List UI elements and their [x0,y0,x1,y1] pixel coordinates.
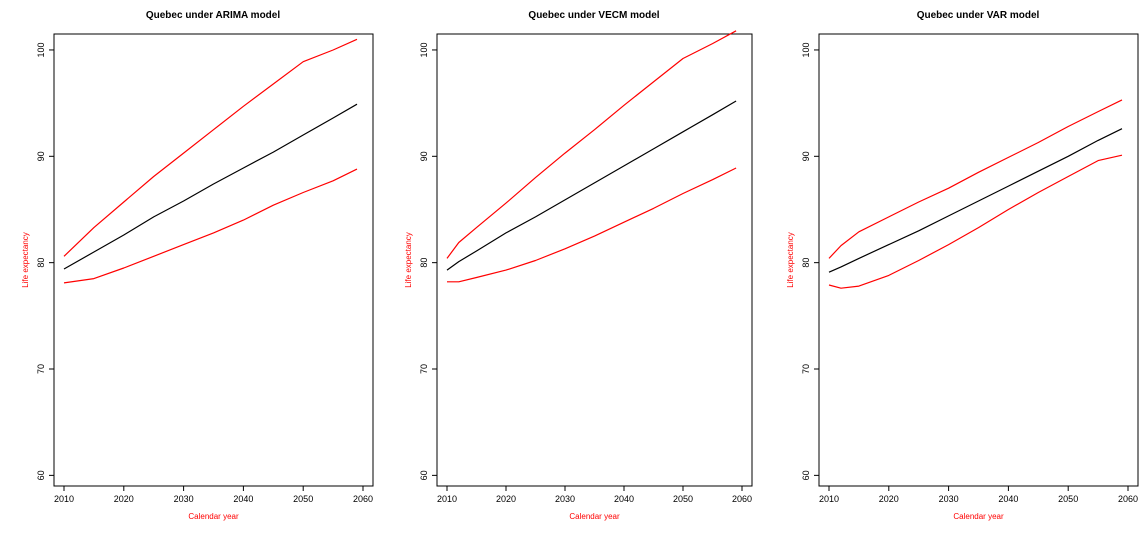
y-tick-label: 100 [36,42,46,57]
y-tick-label: 70 [36,364,46,374]
x-axis-label: Calendar year [569,512,620,521]
y-tick-label: 60 [419,470,429,480]
y-axis-label: Life expectancy [404,232,413,288]
x-tick-label: 2020 [114,494,134,504]
y-tick-label: 90 [36,151,46,161]
x-tick-label: 2030 [939,494,959,504]
upper-bound-line [63,38,358,257]
x-tick-label: 2040 [614,494,634,504]
forecast-line [828,128,1123,273]
lower-bound-line [63,168,358,284]
chart-title: Quebec under ARIMA model [146,10,280,21]
plot-frame [818,33,1139,487]
y-tick-label: 80 [801,258,811,268]
x-axis-label: Calendar year [953,512,1004,521]
chart-panel-3: Quebec under VAR model 2010 2020 2030 2040 20… [786,10,1139,521]
lower-bound-line [828,154,1123,289]
x-tick-label: 2010 [819,494,839,504]
x-tick-label: 2030 [174,494,194,504]
y-tick-label: 70 [801,364,811,374]
y-axis-label: Life expectancy [21,232,30,288]
x-tick-label: 2020 [496,494,516,504]
y-tick-label: 90 [419,151,429,161]
upper-bound-line [828,99,1123,259]
plot-frame [53,33,374,487]
y-axis-label: Life expectancy [786,232,795,288]
plot-frame [436,33,753,487]
chart-panel-1: Quebec under ARIMA model 2010 2020 2030 2040… [21,10,374,521]
x-tick-label: 2050 [1058,494,1078,504]
x-tick-label: 2010 [54,494,74,504]
chart-panel-2: Quebec under VECM model 2010 2020 2030 2040 2… [404,10,753,521]
chart-title: Quebec under VECM model [528,10,659,21]
x-tick-label: 2040 [998,494,1018,504]
y-tick-label: 70 [419,364,429,374]
y-tick-label: 60 [801,470,811,480]
upper-bound-line [446,30,737,259]
lower-bound-line [447,167,737,283]
x-tick-label: 2010 [437,494,457,504]
y-tick-label: 80 [36,258,46,268]
x-tick-label: 2050 [293,494,313,504]
forecast-line [63,103,358,270]
chart-title: Quebec under VAR model [917,10,1040,21]
forecast-line [446,100,737,271]
x-axis-label: Calendar year [188,512,239,521]
x-tick-label: 2030 [555,494,575,504]
x-tick-label: 2060 [1118,494,1138,504]
x-tick-label: 2040 [233,494,253,504]
y-tick-label: 100 [801,42,811,57]
x-tick-label: 2020 [879,494,899,504]
x-tick-label: 2060 [353,494,373,504]
y-tick-label: 60 [36,470,46,480]
y-tick-label: 80 [419,258,429,268]
x-tick-label: 2060 [732,494,752,504]
y-tick-label: 100 [419,42,429,57]
x-tick-label: 2050 [673,494,693,504]
y-tick-label: 90 [801,151,811,161]
